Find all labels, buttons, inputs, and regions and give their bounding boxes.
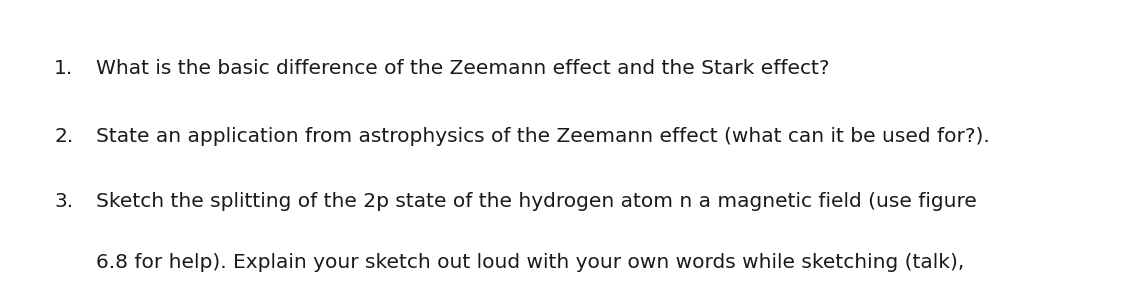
Text: 2.: 2. bbox=[54, 127, 73, 146]
Text: 6.8 for help). Explain your sketch out loud with your own words while sketching : 6.8 for help). Explain your sketch out l… bbox=[96, 253, 964, 272]
Text: State an application from astrophysics of the Zeemann effect (what can it be use: State an application from astrophysics o… bbox=[96, 127, 989, 146]
Text: 1.: 1. bbox=[54, 59, 73, 78]
Text: Sketch the splitting of the 2p state of the hydrogen atom n a magnetic field (us: Sketch the splitting of the 2p state of … bbox=[96, 192, 976, 211]
Text: 3.: 3. bbox=[54, 192, 73, 211]
Text: What is the basic difference of the Zeemann effect and the Stark effect?: What is the basic difference of the Zeem… bbox=[96, 59, 829, 78]
